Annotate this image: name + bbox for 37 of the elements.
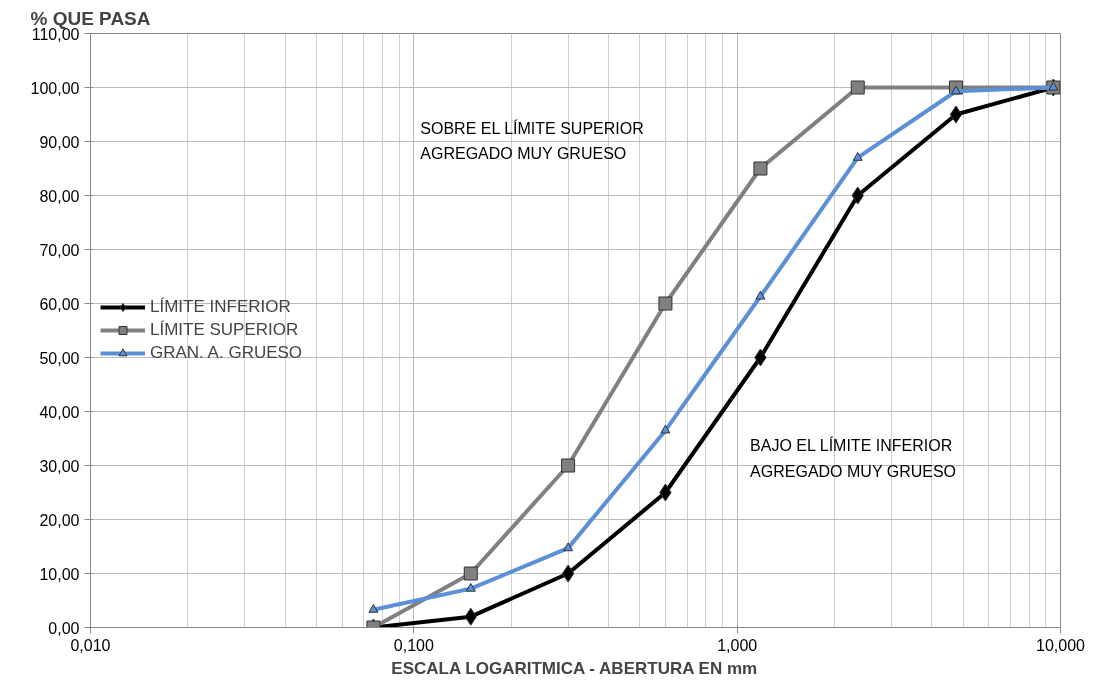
y-tick-label: 70,00: [39, 241, 80, 259]
y-tick-label: 50,00: [39, 349, 80, 367]
point: [658, 296, 673, 311]
y-tick-label: 60,00: [39, 295, 80, 313]
point: [368, 603, 379, 613]
y-tick-label: 100,00: [30, 79, 80, 97]
y-tick-label: 80,00: [39, 187, 80, 205]
y-tick-label: 40,00: [39, 403, 80, 421]
point: [463, 566, 478, 581]
point: [852, 152, 863, 161]
legend-label: LÍMITE INFERIOR: [150, 297, 291, 317]
y-tick-label: 10,00: [39, 565, 80, 583]
annotation: SOBRE EL LÍMITE SUPERIOR AGREGADO MUY GRUESO: [420, 118, 644, 163]
x-tick-label: 0,010: [70, 636, 111, 654]
point: [660, 424, 671, 434]
point: [563, 542, 574, 552]
annotation: BAJO EL LÍMITE INFERIOR AGREGADO MUY GRUESO: [750, 436, 957, 480]
point: [949, 105, 963, 124]
legend-label: LÍMITE SUPERIOR: [150, 320, 299, 340]
y-tick-label: 20,00: [39, 511, 80, 529]
point: [1048, 81, 1059, 91]
point: [753, 161, 768, 176]
point: [465, 582, 476, 592]
legend-label: GRAN. A. GRUESO: [150, 343, 303, 363]
y-tick-label: 0,00: [48, 619, 80, 637]
y-tick-label: 90,00: [39, 133, 80, 151]
point: [850, 80, 865, 95]
point: [561, 458, 576, 473]
point: [950, 85, 961, 95]
x-tick-label: 0,100: [393, 636, 434, 654]
x-tick-label: 10,000: [1036, 636, 1086, 654]
y-axis-title: % QUE PASA: [30, 7, 151, 29]
y-tick-label: 30,00: [39, 457, 80, 475]
point: [561, 564, 575, 583]
x-tick-label: 1,000: [717, 636, 758, 654]
x-axis-title: ESCALA LOGARITMICA - ABERTURA EN mm: [391, 658, 758, 678]
point: [755, 290, 766, 300]
